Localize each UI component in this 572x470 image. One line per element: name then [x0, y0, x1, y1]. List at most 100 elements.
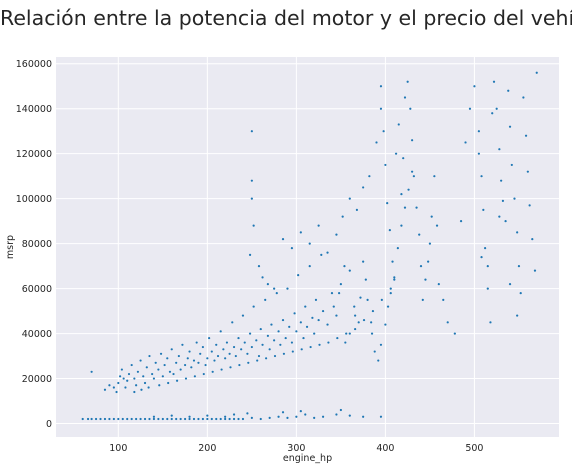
data-point — [250, 179, 253, 182]
data-point — [81, 417, 84, 421]
data-point — [504, 220, 507, 223]
data-point — [389, 291, 392, 295]
data-point — [241, 314, 245, 317]
data-point — [384, 163, 387, 167]
data-point — [370, 332, 374, 335]
data-point — [246, 412, 249, 415]
data-point — [250, 130, 253, 133]
data-point — [118, 375, 122, 378]
data-point — [473, 85, 476, 88]
data-point — [393, 278, 396, 281]
data-point — [246, 352, 249, 355]
x-tick-label: 500 — [465, 443, 483, 454]
data-point — [210, 417, 213, 421]
y-tick-label: 80000 — [22, 239, 52, 250]
data-point — [362, 186, 365, 189]
data-point — [121, 417, 124, 421]
data-point — [148, 354, 151, 358]
y-tick-label: 120000 — [16, 149, 52, 160]
data-point — [435, 224, 439, 227]
data-point — [384, 323, 387, 326]
data-point — [491, 112, 494, 115]
data-point — [216, 354, 220, 358]
data-point — [528, 204, 531, 207]
data-point — [321, 309, 325, 313]
data-point — [304, 305, 307, 308]
data-point — [535, 71, 538, 74]
data-point — [112, 417, 115, 421]
data-point — [250, 416, 253, 419]
data-point — [281, 411, 285, 414]
data-point — [136, 370, 140, 373]
data-point — [277, 415, 280, 418]
data-point — [188, 350, 191, 353]
chart-title: Relación entre la potencia del motor y e… — [0, 6, 572, 30]
data-point — [508, 283, 512, 286]
data-point — [300, 348, 303, 351]
data-point — [433, 175, 436, 178]
data-point — [397, 123, 400, 126]
data-point — [127, 372, 131, 376]
data-point — [335, 314, 338, 317]
data-point — [391, 260, 394, 263]
data-point — [299, 321, 302, 324]
data-point — [195, 341, 198, 344]
data-point — [228, 352, 231, 355]
data-point — [344, 341, 347, 344]
data-point — [222, 348, 225, 351]
data-point — [115, 390, 118, 394]
x-tick-label: 300 — [287, 443, 305, 454]
data-point — [170, 414, 173, 417]
data-point — [206, 417, 209, 421]
data-point — [154, 361, 157, 364]
data-point — [524, 134, 528, 137]
data-point — [261, 343, 264, 346]
data-point — [152, 415, 156, 418]
data-point — [400, 224, 403, 227]
data-point — [166, 357, 169, 360]
data-point — [122, 377, 125, 380]
data-point — [201, 345, 204, 349]
data-point — [179, 368, 182, 371]
data-point — [151, 372, 154, 376]
data-point — [232, 417, 236, 421]
data-point — [159, 352, 163, 355]
data-point — [186, 357, 189, 360]
y-axis-label: msrp — [5, 235, 16, 259]
data-point — [508, 125, 512, 128]
data-point — [332, 305, 335, 308]
data-point — [498, 148, 501, 151]
data-point — [219, 417, 222, 421]
data-point — [533, 269, 537, 272]
data-point — [430, 215, 433, 218]
data-point — [288, 325, 291, 328]
data-point — [265, 357, 268, 360]
data-point — [486, 287, 489, 290]
data-point — [522, 96, 525, 99]
data-point — [135, 384, 138, 387]
data-point — [362, 260, 365, 263]
data-point — [133, 377, 136, 380]
data-point — [286, 287, 289, 290]
data-point — [336, 336, 339, 340]
data-point — [362, 318, 366, 322]
data-point — [299, 410, 302, 413]
data-point — [126, 379, 129, 382]
data-point — [157, 417, 160, 421]
data-point — [406, 80, 409, 83]
data-point — [108, 384, 111, 387]
data-point — [181, 343, 184, 346]
data-point — [281, 318, 285, 322]
data-point — [157, 368, 160, 371]
data-point — [208, 336, 211, 340]
data-point — [368, 175, 371, 178]
data-point — [248, 332, 252, 335]
data-point — [510, 163, 513, 167]
y-tick-labels: 0 20000 40000 60000 80000 100000 120000 140000 1… — [16, 59, 52, 430]
y-tick-label: 100000 — [16, 194, 52, 205]
data-point — [464, 141, 467, 144]
data-point — [311, 316, 314, 319]
data-point — [238, 363, 241, 367]
data-point — [411, 139, 414, 142]
